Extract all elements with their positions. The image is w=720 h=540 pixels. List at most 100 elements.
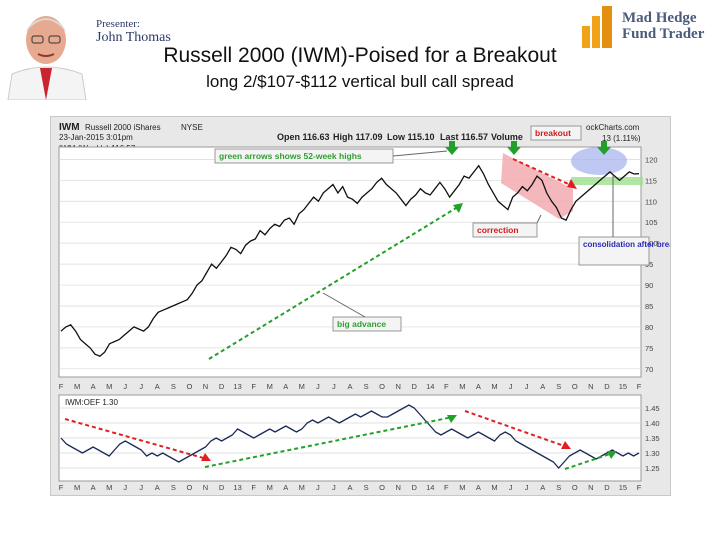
month-tick-label: 15 bbox=[619, 382, 627, 391]
month-tick-label: O bbox=[572, 382, 578, 391]
presenter-name: John Thomas bbox=[96, 30, 171, 45]
annotation-breakout-text: breakout bbox=[535, 128, 571, 138]
ratio-uptrend bbox=[204, 416, 454, 468]
chart-last: Last 116.57 bbox=[440, 132, 488, 142]
month-tick-label: S bbox=[556, 382, 561, 391]
y-tick-label: 1.40 bbox=[645, 419, 660, 428]
y-tick-label: 75 bbox=[645, 344, 653, 353]
month-tick-label: J bbox=[316, 483, 320, 492]
y-tick-label: 1.35 bbox=[645, 434, 660, 443]
month-tick-label: M bbox=[491, 483, 497, 492]
logo-text-line1: Mad Hedge bbox=[622, 10, 697, 26]
annotation-52-week: green arrows shows 52-week highs bbox=[214, 148, 448, 164]
y-tick-label: 1.25 bbox=[645, 464, 660, 473]
y-tick-label: 90 bbox=[645, 281, 653, 290]
month-tick-label: F bbox=[251, 382, 256, 391]
month-tick-label: S bbox=[556, 483, 561, 492]
ratio-arrow-icon bbox=[607, 451, 617, 459]
ratio-line bbox=[60, 404, 640, 469]
ratio-downtrend-1 bbox=[64, 418, 208, 460]
y-tick-label: 105 bbox=[645, 218, 658, 227]
month-tick-label: A bbox=[347, 382, 352, 391]
y-tick-label: 100 bbox=[645, 239, 658, 248]
chart-low: Low 115.10 bbox=[387, 132, 435, 142]
month-tick-label: A bbox=[155, 483, 160, 492]
month-tick-label: O bbox=[186, 382, 192, 391]
month-tick-label: M bbox=[74, 483, 80, 492]
month-tick-label: 14 bbox=[426, 483, 434, 492]
month-tick-label: A bbox=[540, 382, 545, 391]
ratio-uptrend-2 bbox=[564, 452, 614, 470]
month-axis-bottom: F M A M J J A S O N D 13 F M A M J J A S O N D 14 F M A M J J A S O N D 15 F bbox=[59, 483, 642, 492]
chart-change: 13 (1.11%) bbox=[602, 134, 641, 143]
lower-y-ticks: 1.25 1.30 1.35 1.40 1.45 bbox=[645, 404, 660, 473]
52-week-high-arrow-icon bbox=[597, 141, 611, 155]
month-tick-label: O bbox=[379, 483, 385, 492]
month-tick-label: J bbox=[316, 382, 320, 391]
month-tick-label: M bbox=[299, 382, 305, 391]
lower-legend: IWM:OEF 1.30 bbox=[65, 398, 118, 407]
presenter-label: Presenter: bbox=[96, 18, 140, 30]
annotation-consolidation: consolidation after breakout bbox=[578, 175, 691, 266]
month-tick-label: N bbox=[588, 382, 593, 391]
chart-exchange: NYSE bbox=[181, 123, 203, 132]
month-tick-label: M bbox=[74, 382, 80, 391]
month-tick-label: F bbox=[444, 382, 449, 391]
month-tick-label: J bbox=[332, 483, 336, 492]
y-tick-label: 1.30 bbox=[645, 449, 660, 458]
y-tick-label: 120 bbox=[645, 155, 658, 164]
month-tick-label: N bbox=[588, 483, 593, 492]
month-tick-label: J bbox=[509, 483, 513, 492]
page-subtitle: long 2/$107-$112 vertical bull call spre… bbox=[206, 72, 514, 91]
annotation-consolidation-text: consolidation after breakout bbox=[583, 240, 670, 249]
trendline-arrow-icon bbox=[453, 203, 463, 213]
52-week-high-arrow-icon bbox=[507, 141, 521, 155]
chart-open: Open 116.63 bbox=[277, 132, 330, 142]
month-tick-label: M bbox=[267, 382, 273, 391]
month-tick-label: 15 bbox=[619, 483, 627, 492]
chart-high: High 117.09 bbox=[333, 132, 383, 142]
ratio-arrow-icon bbox=[201, 453, 211, 461]
month-tick-label: O bbox=[572, 483, 578, 492]
month-tick-label: 13 bbox=[233, 483, 241, 492]
series-line bbox=[60, 404, 640, 469]
month-tick-label: 13 bbox=[233, 382, 241, 391]
month-tick-label: J bbox=[139, 483, 143, 492]
consolidation-zone bbox=[571, 147, 627, 175]
month-tick-label: S bbox=[171, 483, 176, 492]
month-tick-label: M bbox=[459, 483, 465, 492]
month-tick-label: A bbox=[91, 483, 96, 492]
month-tick-label: J bbox=[139, 382, 143, 391]
annotation-big-advance: big advance bbox=[322, 292, 402, 332]
ratio-arrow-icon bbox=[447, 415, 457, 423]
month-tick-label: A bbox=[347, 483, 352, 492]
month-tick-label: D bbox=[411, 483, 417, 492]
annotation-breakout: breakout bbox=[530, 125, 582, 141]
month-tick-label: F bbox=[59, 382, 64, 391]
month-tick-label: N bbox=[395, 382, 400, 391]
annotation-big-advance-text: big advance bbox=[337, 319, 386, 329]
month-tick-label: S bbox=[364, 483, 369, 492]
month-tick-label: A bbox=[476, 382, 481, 391]
month-tick-label: M bbox=[299, 483, 305, 492]
month-tick-label: M bbox=[491, 382, 497, 391]
month-tick-label: M bbox=[106, 382, 112, 391]
correction-zone bbox=[501, 153, 573, 219]
month-tick-label: F bbox=[444, 483, 449, 492]
month-tick-label: N bbox=[203, 483, 208, 492]
chart-frame: IWM Russell 2000 iShares NYSE 23-Jan-201… bbox=[50, 116, 691, 496]
chart-date: 23-Jan-2015 3:01pm bbox=[59, 133, 133, 142]
breakout-band bbox=[571, 177, 643, 185]
month-tick-label: O bbox=[186, 483, 192, 492]
month-tick-label: A bbox=[155, 382, 160, 391]
month-tick-label: F bbox=[59, 483, 64, 492]
month-tick-label: A bbox=[476, 483, 481, 492]
y-tick-label: 80 bbox=[645, 323, 653, 332]
month-tick-label: J bbox=[332, 382, 336, 391]
month-tick-label: D bbox=[219, 483, 225, 492]
y-tick-label: 70 bbox=[645, 365, 653, 374]
month-tick-label: N bbox=[203, 382, 208, 391]
y-tick-label: 115 bbox=[645, 176, 657, 185]
month-tick-label: J bbox=[525, 483, 529, 492]
annotation-correction-text: correction bbox=[477, 225, 519, 235]
